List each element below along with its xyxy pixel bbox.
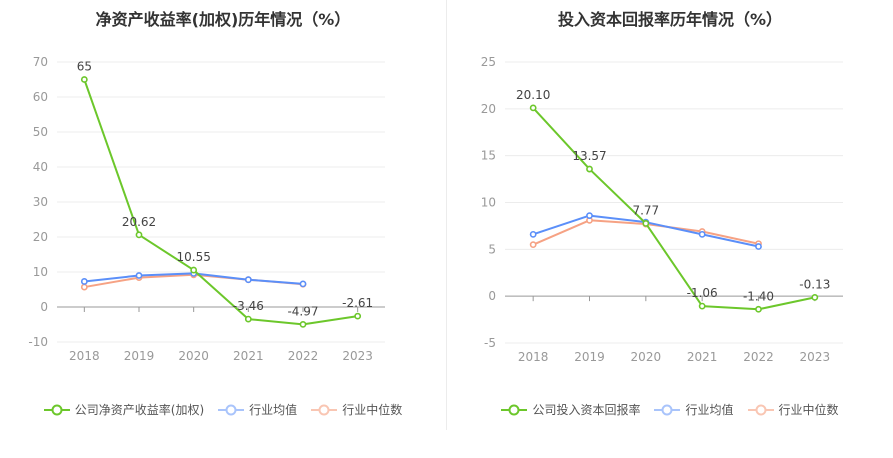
data-point-company[interactable] <box>80 76 88 83</box>
y-tick-label: 60 <box>33 90 48 104</box>
data-point-industry-median[interactable] <box>80 283 88 291</box>
legend-label-company-roe: 公司净资产收益率(加权) <box>74 403 205 417</box>
data-label: 7.77 <box>632 203 659 217</box>
x-tick-label: 2021 <box>233 349 264 363</box>
x-tick-label: 2022 <box>743 350 774 364</box>
legend-line-marker-icon <box>43 404 70 415</box>
x-tick-label: 2023 <box>800 350 831 364</box>
data-point-company[interactable] <box>642 219 650 227</box>
legend-item-industry-avg[interactable]: 行业均值 <box>654 401 734 418</box>
legend-line-marker-icon <box>218 404 245 415</box>
roic-chart-legend: 公司投入资本回报率 行业均值 行业中位数 <box>447 401 893 418</box>
data-point-company[interactable] <box>698 302 706 310</box>
legend-line-marker-icon <box>311 404 338 415</box>
x-tick-label: 2019 <box>574 350 605 364</box>
y-tick-label: 0 <box>40 300 48 314</box>
y-tick-label: 15 <box>481 149 496 163</box>
data-point-company[interactable] <box>244 315 252 323</box>
data-label: -3.46 <box>233 299 264 313</box>
legend-label-company-roic: 公司投入资本回报率 <box>532 403 641 417</box>
legend-label-industry-median: 行业中位数 <box>778 403 839 417</box>
roe-chart-plot: -10 0 10 20 30 40 50 60 70 2018 2019 2020 2021 2022 20… <box>28 55 385 363</box>
legend-label-industry-median: 行业中位数 <box>342 403 403 417</box>
y-tick-label: 0 <box>488 289 496 303</box>
x-tick-label: 2019 <box>124 349 155 363</box>
data-label: 13.57 <box>572 149 606 163</box>
legend-item-industry-median[interactable]: 行业中位数 <box>311 401 402 418</box>
y-tick-label: 50 <box>33 125 48 139</box>
data-point-industry-avg[interactable] <box>244 276 252 284</box>
data-label: -1.40 <box>743 289 774 303</box>
data-point-industry-median[interactable] <box>529 241 537 249</box>
legend-item-industry-median[interactable]: 行业中位数 <box>747 401 839 418</box>
data-label: -2.61 <box>342 296 373 310</box>
x-tick-label: 2022 <box>288 349 319 363</box>
legend-line-marker-icon <box>747 404 774 415</box>
roe-chart-panel: 净资产收益率(加权)历年情况（%） -10 0 10 20 30 40 50 60 70 2018… <box>0 0 446 458</box>
x-tick-label: 2018 <box>518 350 549 364</box>
data-label: 20.62 <box>122 215 156 229</box>
data-label: -4.97 <box>287 304 318 318</box>
data-point-industry-avg[interactable] <box>299 280 307 288</box>
data-point-company[interactable] <box>190 266 198 274</box>
y-tick-label: 10 <box>481 196 496 210</box>
legend-label-industry-avg: 行业均值 <box>249 403 298 417</box>
data-point-company[interactable] <box>586 165 593 173</box>
roe-chart-legend: 公司净资产收益率(加权) 行业均值 行业中位数 <box>0 401 446 418</box>
x-tick-label: 2018 <box>69 349 100 363</box>
legend-line-marker-icon <box>501 404 528 415</box>
data-point-company[interactable] <box>135 231 143 239</box>
legend-item-industry-avg[interactable]: 行业均值 <box>218 401 297 418</box>
data-label: 65 <box>77 60 92 74</box>
y-tick-label: 5 <box>488 242 496 256</box>
y-tick-label: 30 <box>33 195 48 209</box>
roic-chart-title: 投入资本回报率历年情况（%） <box>557 10 783 29</box>
data-point-company[interactable] <box>811 293 819 301</box>
data-label: 20.10 <box>516 88 550 102</box>
roic-chart-panel: 投入资本回报率历年情况（%） -5 0 5 10 15 20 25 2018 2019 2020 2… <box>447 0 893 458</box>
y-tick-label: 20 <box>481 102 496 116</box>
y-tick-label: 20 <box>33 230 48 244</box>
y-tick-label: 25 <box>481 55 496 69</box>
legend-line-marker-icon <box>654 404 681 415</box>
y-tick-label: 40 <box>33 160 48 174</box>
y-tick-label: 10 <box>33 265 48 279</box>
data-point-industry-avg[interactable] <box>529 230 537 238</box>
x-tick-label: 2020 <box>178 349 209 363</box>
data-point-industry-avg[interactable] <box>755 243 762 250</box>
data-point-company[interactable] <box>299 320 307 328</box>
data-point-industry-avg[interactable] <box>135 272 143 279</box>
x-tick-label: 2023 <box>342 349 373 363</box>
x-tick-label: 2021 <box>687 350 718 364</box>
panel-divider <box>446 0 447 430</box>
series-line-company <box>532 107 816 311</box>
data-label: 10.55 <box>176 250 210 264</box>
legend-item-company-roe[interactable]: 公司净资产收益率(加权) <box>43 401 205 418</box>
x-tick-label: 2020 <box>631 350 662 364</box>
series-line-company <box>83 79 358 326</box>
data-point-company[interactable] <box>529 104 537 112</box>
legend-item-company-roic[interactable]: 公司投入资本回报率 <box>501 401 640 418</box>
data-point-industry-avg[interactable] <box>80 278 88 285</box>
roe-chart-title: 净资产收益率(加权)历年情况（%） <box>95 10 351 29</box>
data-label: -1.06 <box>687 286 718 300</box>
data-point-industry-avg[interactable] <box>698 230 706 238</box>
roic-chart-plot: -5 0 5 10 15 20 25 2018 2019 2020 2021 2022 2023 20.1… <box>481 55 843 364</box>
y-tick-label: 70 <box>33 55 48 69</box>
data-point-industry-avg[interactable] <box>586 212 593 220</box>
data-label: -0.13 <box>799 277 830 291</box>
y-tick-label: -10 <box>28 335 48 349</box>
data-point-company[interactable] <box>354 312 362 320</box>
legend-label-industry-avg: 行业均值 <box>685 403 734 417</box>
data-point-company[interactable] <box>755 305 762 313</box>
y-tick-label: -5 <box>484 336 496 350</box>
